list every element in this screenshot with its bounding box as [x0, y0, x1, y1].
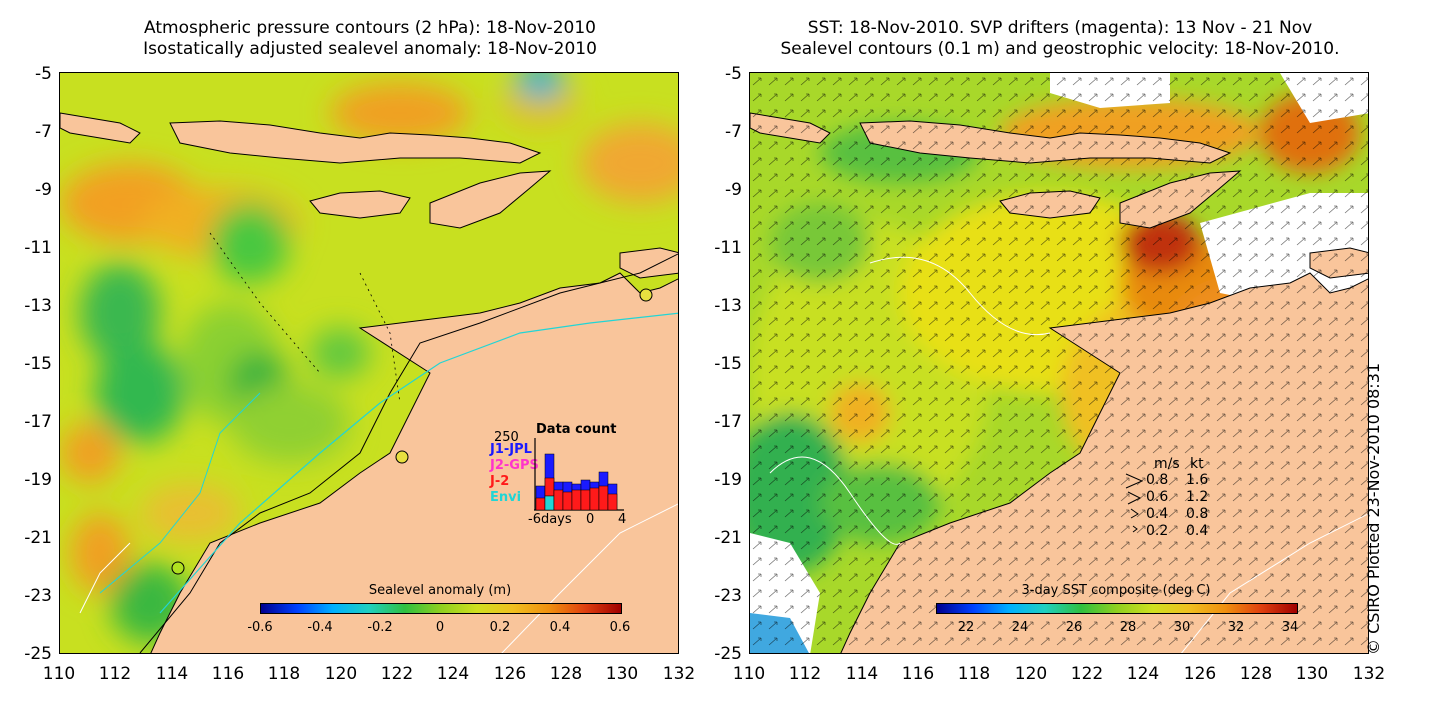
sst-map-graphic [750, 73, 1368, 653]
left-y-tick: -21 [24, 528, 52, 548]
right-x-tick: 130 [1295, 664, 1329, 684]
mission-label-j2gps: J2-GPS [490, 458, 539, 473]
velocity-arrow-icons [1125, 473, 1144, 533]
sealevel-map [59, 72, 679, 654]
right-colorbar-tick: 34 [1281, 620, 1299, 635]
left-y-tick: -19 [24, 470, 52, 490]
data-count-xlabel-zero: 0 [586, 512, 595, 527]
left-y-tick: -15 [24, 354, 52, 374]
right-colorbar-tick: 28 [1119, 620, 1137, 635]
data-count-ymax: 250 [494, 430, 519, 445]
left-y-tick: -23 [24, 586, 52, 606]
left-y-tick: -9 [35, 180, 52, 200]
left-colorbar-tick: 0.2 [489, 620, 511, 635]
data-count-title: Data count [536, 422, 617, 437]
velocity-row-kt: 1.6 [1186, 472, 1209, 488]
left-colorbar-tick: -0.2 [367, 620, 393, 635]
right-x-tick: 110 [732, 664, 766, 684]
right-x-tick: 116 [901, 664, 935, 684]
right-y-tick: -15 [714, 354, 742, 374]
right-y-tick: -25 [714, 644, 742, 664]
left-colorbar-tick: 0.6 [609, 620, 631, 635]
right-y-tick: -17 [714, 412, 742, 432]
left-y-tick: -5 [35, 64, 52, 84]
velocity-row-kt: 1.2 [1186, 489, 1209, 505]
velocity-row-ms: 0.4 [1146, 506, 1169, 522]
left-colorbar-tick: 0.4 [549, 620, 571, 635]
left-x-tick: 126 [493, 664, 527, 684]
left-title-line1: Atmospheric pressure contours (2 hPa): 1… [144, 18, 596, 38]
left-colorbar-tick: 0 [435, 620, 445, 635]
right-y-tick: -21 [714, 528, 742, 548]
right-colorbar [936, 603, 1298, 614]
velocity-row-kt: 0.4 [1186, 523, 1209, 539]
sealevel-map-graphic [60, 73, 678, 653]
left-x-tick: 118 [267, 664, 301, 684]
right-y-tick: -5 [725, 64, 742, 84]
left-x-tick: 132 [662, 664, 696, 684]
right-x-tick: 122 [1070, 664, 1104, 684]
left-y-tick: -13 [24, 296, 52, 316]
right-x-tick: 124 [1126, 664, 1160, 684]
right-x-tick: 132 [1352, 664, 1386, 684]
velocity-row-ms: 0.2 [1146, 523, 1169, 539]
right-y-tick: -9 [725, 180, 742, 200]
plot-credit: © CSIRO Plotted 23-Nov-2010 08:31 [1364, 362, 1383, 655]
left-colorbar-tick: -0.4 [307, 620, 333, 635]
left-colorbar-tick: -0.6 [247, 620, 273, 635]
left-title-line2: Isostatically adjusted sealevel anomaly:… [143, 39, 597, 59]
left-y-tick: -17 [24, 412, 52, 432]
velocity-row-kt: 0.8 [1186, 506, 1209, 522]
mission-label-j2: J-2 [490, 474, 510, 489]
left-x-tick: 120 [324, 664, 358, 684]
left-colorbar-title: Sealevel anomaly (m) [368, 583, 512, 598]
right-x-tick: 118 [957, 664, 991, 684]
right-colorbar-tick: 30 [1173, 620, 1191, 635]
left-colorbar [260, 603, 622, 614]
right-x-tick: 126 [1183, 664, 1217, 684]
right-x-tick: 112 [788, 664, 822, 684]
velocity-row-ms: 0.8 [1146, 472, 1169, 488]
right-x-tick: 120 [1014, 664, 1048, 684]
right-x-tick: 114 [845, 664, 879, 684]
left-x-tick: 122 [380, 664, 414, 684]
right-colorbar-tick: 32 [1227, 620, 1245, 635]
velocity-header-ms: m/s [1154, 456, 1180, 472]
left-x-tick: 110 [42, 664, 76, 684]
right-colorbar-title: 3-day SST composite (deg C) [1021, 583, 1211, 598]
right-y-tick: -13 [714, 296, 742, 316]
right-title: SST: 18-Nov-2010. SVP drifters (magenta)… [740, 18, 1380, 60]
right-title-line1: SST: 18-Nov-2010. SVP drifters (magenta)… [807, 18, 1313, 38]
right-y-tick: -7 [725, 122, 742, 142]
data-count-histogram [534, 438, 624, 511]
right-y-tick: -19 [714, 470, 742, 490]
left-x-tick: 112 [98, 664, 132, 684]
right-colorbar-tick: 22 [957, 620, 975, 635]
mission-label-envi: Envi [490, 490, 522, 505]
right-colorbar-tick: 26 [1065, 620, 1083, 635]
right-colorbar-tick: 24 [1011, 620, 1029, 635]
left-y-tick: -7 [35, 122, 52, 142]
right-y-tick: -23 [714, 586, 742, 606]
velocity-row-ms: 0.6 [1146, 489, 1169, 505]
left-x-tick: 114 [155, 664, 189, 684]
mission-label-j1: J1-JPL [490, 442, 532, 457]
left-x-tick: 128 [549, 664, 583, 684]
left-y-tick: -11 [24, 238, 52, 258]
right-title-line2: Sealevel contours (0.1 m) and geostrophi… [780, 39, 1340, 59]
right-x-tick: 128 [1239, 664, 1273, 684]
left-x-tick: 124 [436, 664, 470, 684]
left-x-tick: 116 [211, 664, 245, 684]
left-title: Atmospheric pressure contours (2 hPa): 1… [60, 18, 680, 60]
sst-map [749, 72, 1369, 654]
left-y-tick: -25 [24, 644, 52, 664]
left-x-tick: 130 [605, 664, 639, 684]
velocity-header-kt: kt [1190, 456, 1204, 472]
data-count-xlabel-end: 4 [618, 512, 627, 527]
data-count-xlabel-start: -6days [528, 512, 572, 527]
right-y-tick: -11 [714, 238, 742, 258]
